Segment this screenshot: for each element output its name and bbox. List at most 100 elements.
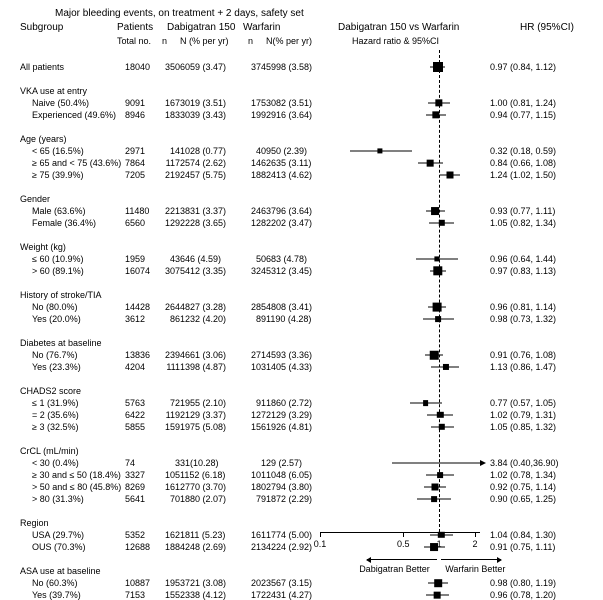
- hdr-compare: Dabigatran 150 vs Warfarin: [338, 22, 459, 33]
- row-dab-npy: 2129 (3.37): [180, 410, 226, 420]
- row-dab-n: 129: [162, 218, 180, 228]
- row-total: 5763: [125, 398, 145, 408]
- row-total: 18040: [125, 62, 150, 72]
- row-hr-text: 0.84 (0.66, 1.08): [490, 158, 556, 168]
- row-dab-n: 159: [162, 422, 180, 432]
- row-war-npy: 2431 (4.27): [266, 590, 312, 600]
- row-war-npy: 5312 (3.45): [266, 266, 312, 276]
- hr-marker: [423, 400, 429, 406]
- row-total: 8946: [125, 110, 145, 120]
- row-war-n: 146: [248, 158, 266, 168]
- tick: [439, 532, 440, 537]
- row-dab-n: 70: [162, 494, 180, 504]
- hdr-warfarin: Warfarin: [243, 22, 280, 33]
- hr-marker: [434, 579, 442, 587]
- row-hr-text: 1.02 (0.78, 1.34): [490, 470, 556, 480]
- row-war-npy: 683 (4.78): [266, 254, 307, 264]
- row-label: > 50 and ≤ 80 (45.8%): [32, 482, 121, 492]
- row-hr-text: 0.90 (0.65, 1.25): [490, 494, 556, 504]
- row-total: 7153: [125, 590, 145, 600]
- row-war-npy: 1190 (4.28): [266, 314, 311, 324]
- row-dab-n: 72: [162, 398, 180, 408]
- row-hr-text: 0.98 (0.80, 1.19): [490, 578, 556, 588]
- hr-marker: [437, 472, 443, 478]
- row-hr-text: 0.93 (0.77, 1.11): [490, 206, 555, 216]
- row-hr-text: 1.05 (0.85, 1.32): [490, 422, 556, 432]
- row-war-npy: 3796 (3.64): [266, 206, 312, 216]
- row-hr-text: 1.24 (1.02, 1.50): [490, 170, 556, 180]
- row-hr-text: 1.04 (0.84, 1.30): [490, 530, 556, 540]
- row-dab-npy: 31(10.28): [180, 458, 219, 468]
- row-dab-npy: 1028 (0.77): [180, 146, 226, 156]
- row-dab-npy: 1398 (4.87): [180, 362, 226, 372]
- row-war-n: 103: [248, 362, 266, 372]
- row-dab-n: 183: [162, 110, 180, 120]
- hdr-hrci2: Hazard ratio & 95%CI: [352, 36, 439, 46]
- row-dab-npy: 2574 (2.62): [180, 158, 226, 168]
- row-total: 2971: [125, 146, 145, 156]
- tick-label: 0.5: [397, 539, 410, 549]
- row-hr-text: 0.91 (0.76, 1.08): [490, 350, 556, 360]
- row-total: 74: [125, 458, 135, 468]
- row-hr-text: 1.05 (0.82, 1.34): [490, 218, 556, 228]
- row-war-npy: 2413 (4.62): [266, 170, 312, 180]
- row-label: = 2 (35.6%): [32, 410, 79, 420]
- row-dab-n: 221: [162, 206, 180, 216]
- row-dab-n: 219: [162, 170, 180, 180]
- row-war-n: 246: [248, 206, 266, 216]
- row-hr-text: 0.96 (0.81, 1.14): [490, 302, 556, 312]
- row-label: Experienced (49.6%): [32, 110, 116, 120]
- row-war-n: 172: [248, 590, 266, 600]
- row-war-npy: 3082 (3.51): [266, 98, 312, 108]
- row-total: 7864: [125, 158, 145, 168]
- row-label: ≥ 30 and ≤ 50 (18.4%): [32, 470, 121, 480]
- group-title: Age (years): [20, 134, 67, 144]
- row-dab-n: 239: [162, 350, 180, 360]
- hr-marker: [437, 412, 443, 418]
- row-war-npy: 4808 (3.41): [266, 302, 312, 312]
- row-war-npy: 4224 (2.92): [266, 542, 312, 552]
- row-label: No (76.7%): [32, 350, 78, 360]
- lbl-war-better: Warfarin Better: [445, 564, 505, 574]
- row-hr-text: 0.91 (0.75, 1.11): [490, 542, 555, 552]
- hdr-dab-n: n: [162, 36, 167, 46]
- row-war-n: 1: [248, 458, 266, 468]
- row-label: Naive (50.4%): [32, 98, 89, 108]
- row-total: 11480: [125, 206, 149, 216]
- row-war-n: 188: [248, 170, 266, 180]
- row-war-npy: 950 (2.39): [266, 146, 307, 156]
- row-war-npy: 1048 (6.05): [266, 470, 312, 480]
- row-war-npy: 5998 (3.58): [266, 62, 312, 72]
- row-dab-n: 350: [162, 62, 180, 72]
- row-total: 3327: [125, 470, 145, 480]
- row-hr-text: 0.96 (0.64, 1.44): [490, 254, 556, 264]
- row-label: Male (63.6%): [32, 206, 86, 216]
- row-total: 10887: [125, 578, 150, 588]
- row-total: 13836: [125, 350, 150, 360]
- row-war-n: 324: [248, 266, 266, 276]
- row-war-npy: 1405 (4.33): [266, 362, 312, 372]
- hr-marker: [434, 592, 441, 599]
- row-dab-npy: 3831 (3.37): [180, 206, 226, 216]
- row-label: < 30 (0.4%): [32, 458, 79, 468]
- tick-label: 0.1: [314, 539, 327, 549]
- row-dab-npy: 1955 (2.10): [180, 398, 226, 408]
- row-total: 5352: [125, 530, 145, 540]
- hr-marker: [378, 148, 383, 153]
- tick-label: 2: [473, 539, 478, 549]
- row-dab-npy: 4827 (3.28): [180, 302, 226, 312]
- row-war-npy: 2916 (3.64): [266, 110, 312, 120]
- row-war-n: 285: [248, 302, 266, 312]
- ci-arrow: [480, 460, 486, 466]
- lbl-dab-better: Dabigatran Better: [359, 564, 430, 574]
- group-title: VKA use at entry: [20, 86, 87, 96]
- hr-marker: [427, 160, 434, 167]
- row-war-n: 180: [248, 482, 266, 492]
- row-total: 7205: [125, 170, 145, 180]
- row-war-n: 50: [248, 254, 266, 264]
- group-title: Gender: [20, 194, 50, 204]
- row-label: ≥ 65 and < 75 (43.6%): [32, 158, 121, 168]
- row-war-n: 213: [248, 542, 266, 552]
- row-war-n: 202: [248, 578, 266, 588]
- row-hr-text: 0.94 (0.77, 1.15): [490, 110, 556, 120]
